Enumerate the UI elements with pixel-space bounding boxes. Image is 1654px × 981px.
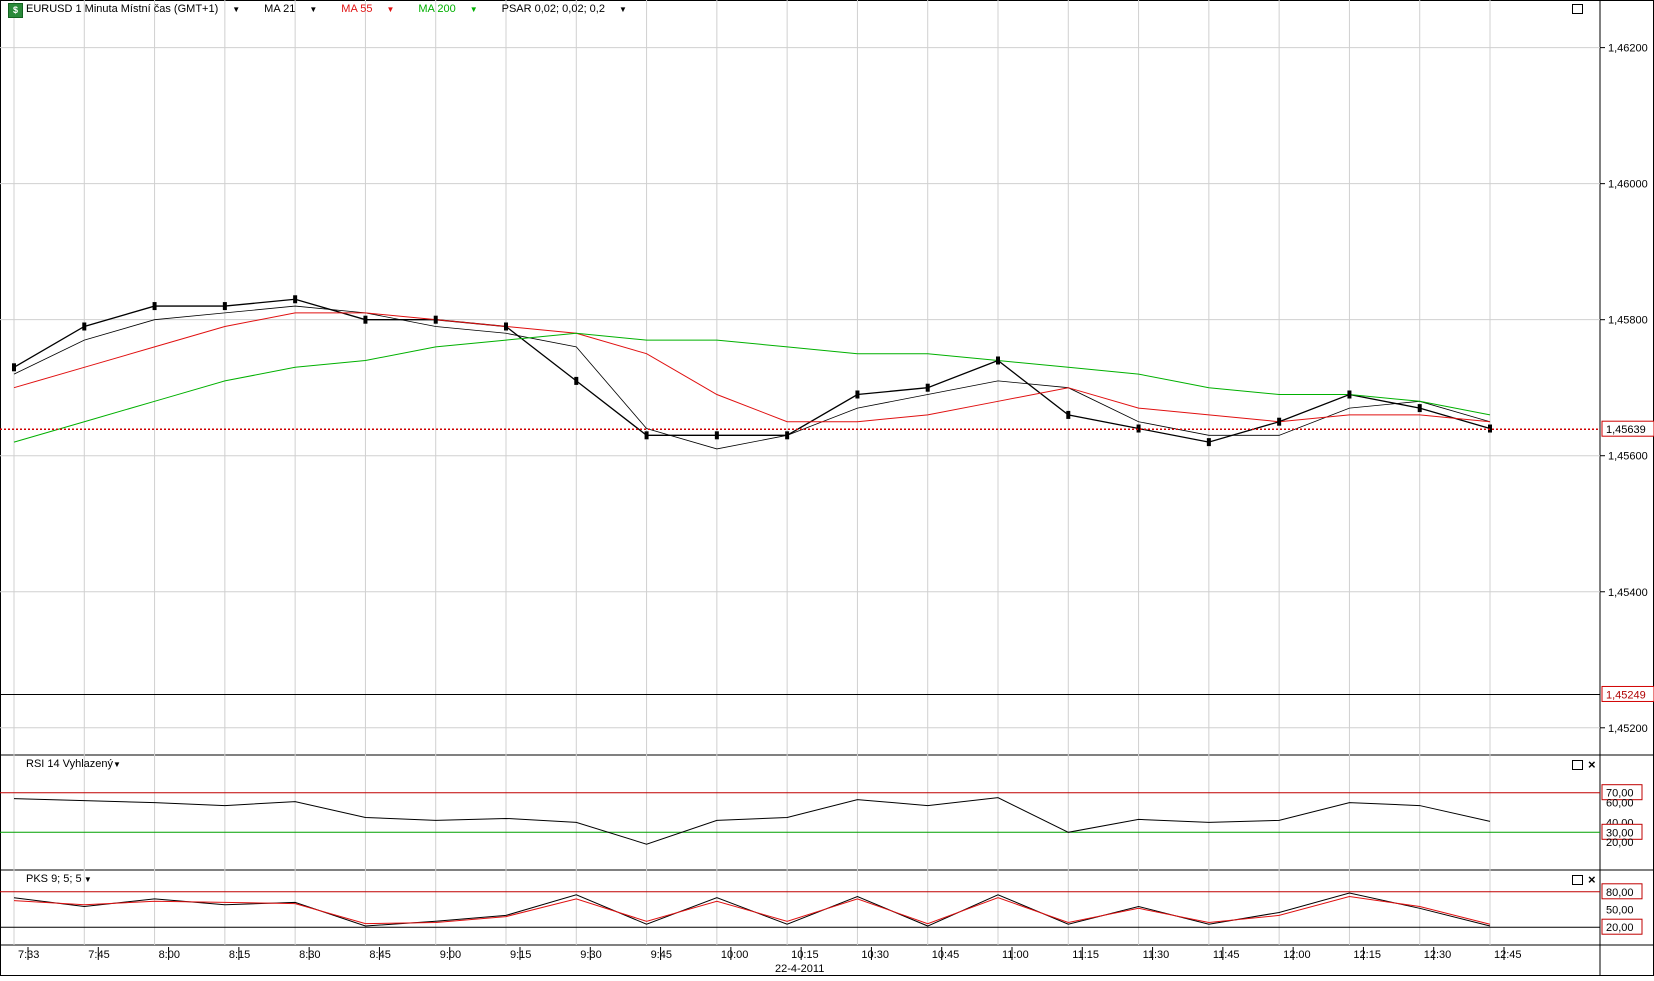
rsi-close-icon[interactable]: × bbox=[1588, 757, 1596, 772]
time-label: 12:45 bbox=[1494, 949, 1522, 961]
time-label: 9:15 bbox=[510, 949, 531, 961]
price-point bbox=[644, 431, 649, 440]
time-label: 8:30 bbox=[299, 949, 320, 961]
main-chart-header: EURUSD 1 Minuta Místní čas (GMT+1) ▼ MA 2… bbox=[26, 3, 651, 15]
time-label: 11:30 bbox=[1143, 949, 1170, 961]
price-point bbox=[1206, 438, 1211, 447]
time-label: 9:30 bbox=[580, 949, 601, 961]
ma55-line bbox=[13, 312, 1491, 423]
time-label: 12:00 bbox=[1283, 949, 1311, 961]
price-point bbox=[855, 390, 860, 399]
price-point bbox=[82, 322, 87, 331]
time-label: 9:00 bbox=[440, 949, 461, 961]
price-tick-label: 1,46200 bbox=[1608, 43, 1648, 55]
lower-marker-label: 1,45249 bbox=[1606, 689, 1646, 701]
pks-d-line bbox=[13, 896, 1491, 925]
price-point bbox=[785, 431, 790, 440]
rsi-tick-label: 70,00 bbox=[1606, 788, 1634, 800]
rsi-maximize-icon[interactable] bbox=[1572, 760, 1583, 770]
price-point bbox=[925, 383, 930, 392]
ma200-label[interactable]: MA 200 ▼ bbox=[418, 3, 478, 15]
time-label: 12:15 bbox=[1353, 949, 1381, 961]
pks-tick-label: 20,00 bbox=[1606, 922, 1634, 934]
time-label: 11:15 bbox=[1072, 949, 1099, 961]
price-point bbox=[1417, 404, 1422, 413]
rsi-tick-label: 60,00 bbox=[1606, 798, 1634, 810]
rsi-tick-label: 20,00 bbox=[1606, 837, 1634, 849]
time-label: 10:15 bbox=[791, 949, 819, 961]
price-tick-label: 1,45800 bbox=[1608, 315, 1648, 327]
rsi-line bbox=[13, 797, 1491, 845]
time-label: 11:45 bbox=[1213, 949, 1240, 961]
time-label: 10:00 bbox=[721, 949, 749, 961]
price-tick-label: 1,46000 bbox=[1608, 179, 1648, 191]
pks-title[interactable]: PKS 9; 5; 5 ▼ bbox=[26, 873, 92, 885]
price-point bbox=[504, 322, 508, 331]
price-point bbox=[574, 376, 579, 385]
price-point bbox=[12, 363, 16, 372]
rsi-band-box bbox=[1601, 823, 1643, 840]
pks-band-box bbox=[1601, 883, 1643, 900]
price-point bbox=[1277, 417, 1282, 426]
date-label: 22-4-2011 bbox=[775, 963, 824, 975]
price-point bbox=[1066, 410, 1071, 419]
price-series-line bbox=[13, 298, 1491, 443]
price-point bbox=[152, 302, 157, 311]
price-tick-label: 1,45400 bbox=[1608, 587, 1648, 599]
time-label: 8:00 bbox=[159, 949, 180, 961]
rsi-title[interactable]: RSI 14 Vyhlazený▼ bbox=[26, 758, 121, 770]
time-label: 8:45 bbox=[369, 949, 390, 961]
time-label: 8:15 bbox=[229, 949, 250, 961]
time-label: 10:45 bbox=[932, 949, 960, 961]
rsi-tick-label: 30,00 bbox=[1606, 827, 1634, 839]
time-label: 7:45 bbox=[88, 949, 109, 961]
currency-exchange-icon[interactable]: $ bbox=[8, 3, 23, 18]
pks-band-box bbox=[1601, 918, 1643, 935]
time-label: 9:45 bbox=[651, 949, 672, 961]
ma55-label[interactable]: MA 55 ▼ bbox=[341, 3, 395, 15]
ma21-line bbox=[13, 305, 1491, 450]
price-tick-label: 1,45600 bbox=[1608, 451, 1648, 463]
pks-maximize-icon[interactable] bbox=[1572, 875, 1583, 885]
rsi-band-box bbox=[1601, 784, 1643, 801]
time-label: 11:00 bbox=[1002, 949, 1029, 961]
pks-k-line bbox=[13, 892, 1491, 927]
lower-marker-box bbox=[1601, 685, 1654, 702]
maximize-icon[interactable] bbox=[1572, 4, 1583, 14]
current-price-label: 1,45639 bbox=[1606, 424, 1646, 436]
instrument-label[interactable]: EURUSD 1 Minuta Místní čas (GMT+1) ▼ bbox=[26, 3, 241, 15]
ma21-label[interactable]: MA 21 ▼ bbox=[264, 3, 318, 15]
price-point bbox=[363, 315, 368, 324]
price-tick-label: 1,45200 bbox=[1608, 723, 1648, 735]
pks-tick-label: 80,00 bbox=[1606, 887, 1634, 899]
price-point bbox=[293, 295, 298, 304]
price-point bbox=[996, 356, 1000, 365]
price-point bbox=[1136, 424, 1141, 433]
psar-label[interactable]: PSAR 0,02; 0,02; 0,2 ▼ bbox=[501, 3, 627, 15]
pks-close-icon[interactable]: × bbox=[1588, 872, 1596, 887]
time-label: 10:30 bbox=[861, 949, 889, 961]
current-price-box bbox=[1601, 420, 1654, 437]
price-point bbox=[714, 431, 719, 440]
time-label: 7:33 bbox=[18, 949, 39, 961]
ma200-line bbox=[13, 332, 1491, 443]
price-point bbox=[222, 302, 227, 311]
price-point bbox=[1347, 390, 1352, 399]
time-label: 12:30 bbox=[1424, 949, 1452, 961]
pks-tick-label: 50,00 bbox=[1606, 905, 1634, 917]
price-point bbox=[433, 315, 438, 324]
